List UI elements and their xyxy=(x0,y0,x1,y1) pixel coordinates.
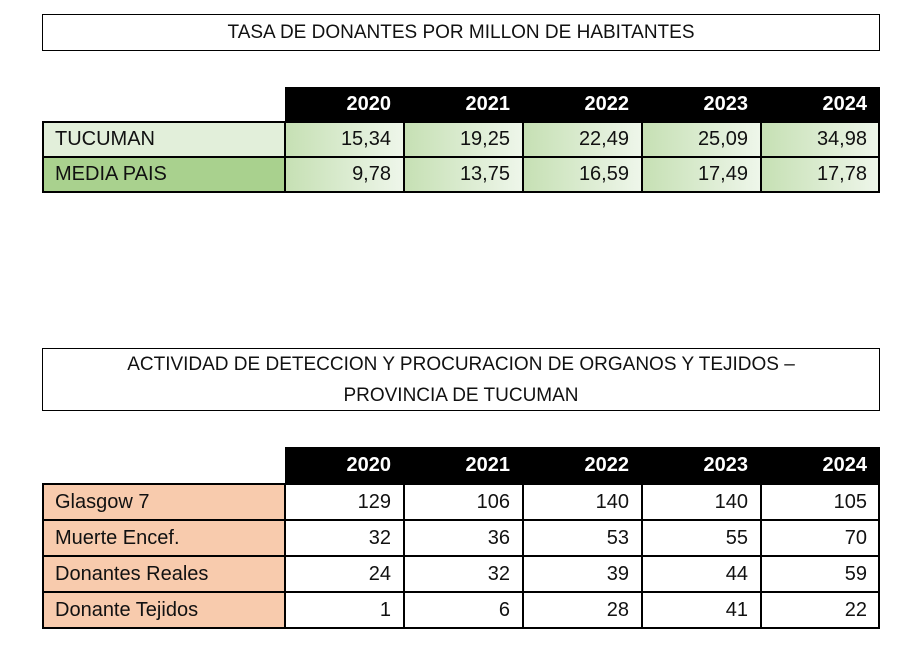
column-header: 2024 xyxy=(761,87,880,122)
value-cell: 28 xyxy=(523,592,642,628)
value-cell: 32 xyxy=(404,556,523,592)
column-header: 2020 xyxy=(285,87,404,122)
value-cell: 36 xyxy=(404,520,523,556)
title-line: ACTIVIDAD DE DETECCION Y PROCURACION DE … xyxy=(127,353,795,375)
value-cell: 13,75 xyxy=(404,157,523,192)
column-header: 2023 xyxy=(642,87,761,122)
value-cell: 17,49 xyxy=(642,157,761,192)
table-title: TASA DE DONANTES POR MILLON DE HABITANTE… xyxy=(42,14,880,51)
row-label: TUCUMAN xyxy=(42,122,285,157)
value-cell: 22,49 xyxy=(523,122,642,157)
column-header: 2022 xyxy=(523,447,642,484)
value-cell: 44 xyxy=(642,556,761,592)
row-label: Donantes Reales xyxy=(42,556,285,592)
row-label: Glasgow 7 xyxy=(42,484,285,520)
value-cell: 53 xyxy=(523,520,642,556)
value-cell: 105 xyxy=(761,484,880,520)
value-cell: 24 xyxy=(285,556,404,592)
value-cell: 70 xyxy=(761,520,880,556)
value-cell: 59 xyxy=(761,556,880,592)
title-line: PROVINCIA DE TUCUMAN xyxy=(343,384,579,406)
column-header: 2024 xyxy=(761,447,880,484)
row-label: Muerte Encef. xyxy=(42,520,285,556)
value-cell: 19,25 xyxy=(404,122,523,157)
title-line: TASA DE DONANTES POR MILLON DE HABITANTE… xyxy=(227,22,695,43)
value-cell: 106 xyxy=(404,484,523,520)
value-cell: 17,78 xyxy=(761,157,880,192)
value-cell: 16,59 xyxy=(523,157,642,192)
value-cell: 34,98 xyxy=(761,122,880,157)
column-header: 2021 xyxy=(404,87,523,122)
column-header: 2022 xyxy=(523,87,642,122)
value-cell: 25,09 xyxy=(642,122,761,157)
row-label: Donante Tejidos xyxy=(42,592,285,628)
value-cell: 1 xyxy=(285,592,404,628)
value-cell: 32 xyxy=(285,520,404,556)
column-header: 2021 xyxy=(404,447,523,484)
value-cell: 22 xyxy=(761,592,880,628)
value-cell: 9,78 xyxy=(285,157,404,192)
column-header: 2020 xyxy=(285,447,404,484)
value-cell: 6 xyxy=(404,592,523,628)
value-cell: 129 xyxy=(285,484,404,520)
value-cell: 39 xyxy=(523,556,642,592)
value-cell: 55 xyxy=(642,520,761,556)
column-header: 2023 xyxy=(642,447,761,484)
value-cell: 140 xyxy=(642,484,761,520)
row-label: MEDIA PAIS xyxy=(42,157,285,192)
value-cell: 15,34 xyxy=(285,122,404,157)
value-cell: 41 xyxy=(642,592,761,628)
value-cell: 140 xyxy=(523,484,642,520)
table-title: ACTIVIDAD DE DETECCION Y PROCURACION DE … xyxy=(42,348,880,411)
